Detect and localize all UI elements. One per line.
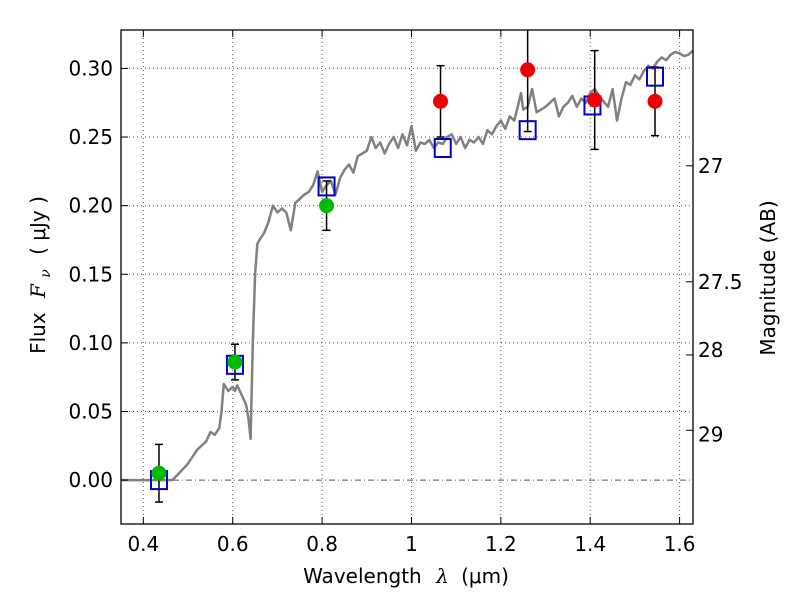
plot-frame bbox=[120, 29, 694, 525]
upper-flux-point bbox=[587, 92, 603, 108]
measured-flux-point bbox=[151, 465, 167, 481]
y-tick-label: 0.20 bbox=[68, 194, 113, 218]
x-tick-label: 1.4 bbox=[574, 532, 606, 556]
y-axis-label: Flux F ν ( μJy ) bbox=[26, 196, 55, 354]
x-axis-label-symbol: λ bbox=[435, 564, 449, 588]
x-tick-label: 1.2 bbox=[485, 532, 517, 556]
magnitude-tick-label: 27.5 bbox=[698, 270, 743, 294]
model-band-square bbox=[518, 120, 537, 141]
y-tick-label: 0.10 bbox=[68, 331, 113, 355]
y-tick-label: 0.00 bbox=[68, 468, 113, 492]
upper-flux-point bbox=[433, 93, 449, 109]
x-axis-label-text: Wavelength bbox=[303, 564, 422, 588]
measured-flux-point bbox=[319, 198, 335, 214]
grid-lines bbox=[121, 30, 693, 524]
upper-flux-point bbox=[647, 93, 663, 109]
y-tick-label: 0.25 bbox=[68, 125, 113, 149]
model-spectrum-layer bbox=[121, 49, 694, 482]
x-axis-label-unit: (μm) bbox=[461, 564, 509, 588]
upper-flux-point bbox=[520, 62, 536, 78]
y-axis-label-text: Flux bbox=[26, 312, 50, 354]
y-axis-label-symbol: F bbox=[26, 283, 50, 299]
ticks-layer: 0.4 0.6 0.8 1 1.2 1.4 1.6 0.00 0.05 0.10 0.15 0.20 0… bbox=[68, 30, 743, 556]
x-tick-label: 1 bbox=[405, 532, 418, 556]
y-axis-label-unit: ( μJy ) bbox=[26, 196, 50, 255]
model-spectrum-line bbox=[121, 49, 694, 482]
y-axis-label-subscript: ν bbox=[38, 269, 54, 278]
right-y-axis-label: Magnitude (AB) bbox=[756, 200, 780, 355]
x-axis-label: Wavelength λ (μm) bbox=[303, 564, 509, 588]
model-band-square bbox=[317, 176, 336, 197]
magnitude-tick-label: 27 bbox=[698, 154, 723, 178]
x-tick-label: 1.6 bbox=[664, 532, 696, 556]
y-tick-label: 0.30 bbox=[68, 56, 113, 80]
axes-frame bbox=[120, 29, 694, 525]
magnitude-tick-label: 28 bbox=[698, 338, 723, 362]
x-tick-label: 0.4 bbox=[127, 532, 159, 556]
magnitude-tick-label: 29 bbox=[698, 422, 723, 446]
y-tick-label: 0.15 bbox=[68, 262, 113, 286]
right-axis-label-group: Magnitude (AB) bbox=[756, 200, 780, 355]
markers-layer bbox=[149, 30, 665, 503]
y-axis-label-group: Flux F ν ( μJy ) bbox=[26, 196, 55, 354]
x-tick-label: 0.8 bbox=[306, 532, 338, 556]
measured-flux-point bbox=[227, 354, 243, 370]
x-tick-label: 0.6 bbox=[217, 532, 249, 556]
y-tick-label: 0.05 bbox=[68, 399, 113, 423]
model-band-square bbox=[646, 66, 665, 87]
model-band-square bbox=[433, 138, 452, 159]
